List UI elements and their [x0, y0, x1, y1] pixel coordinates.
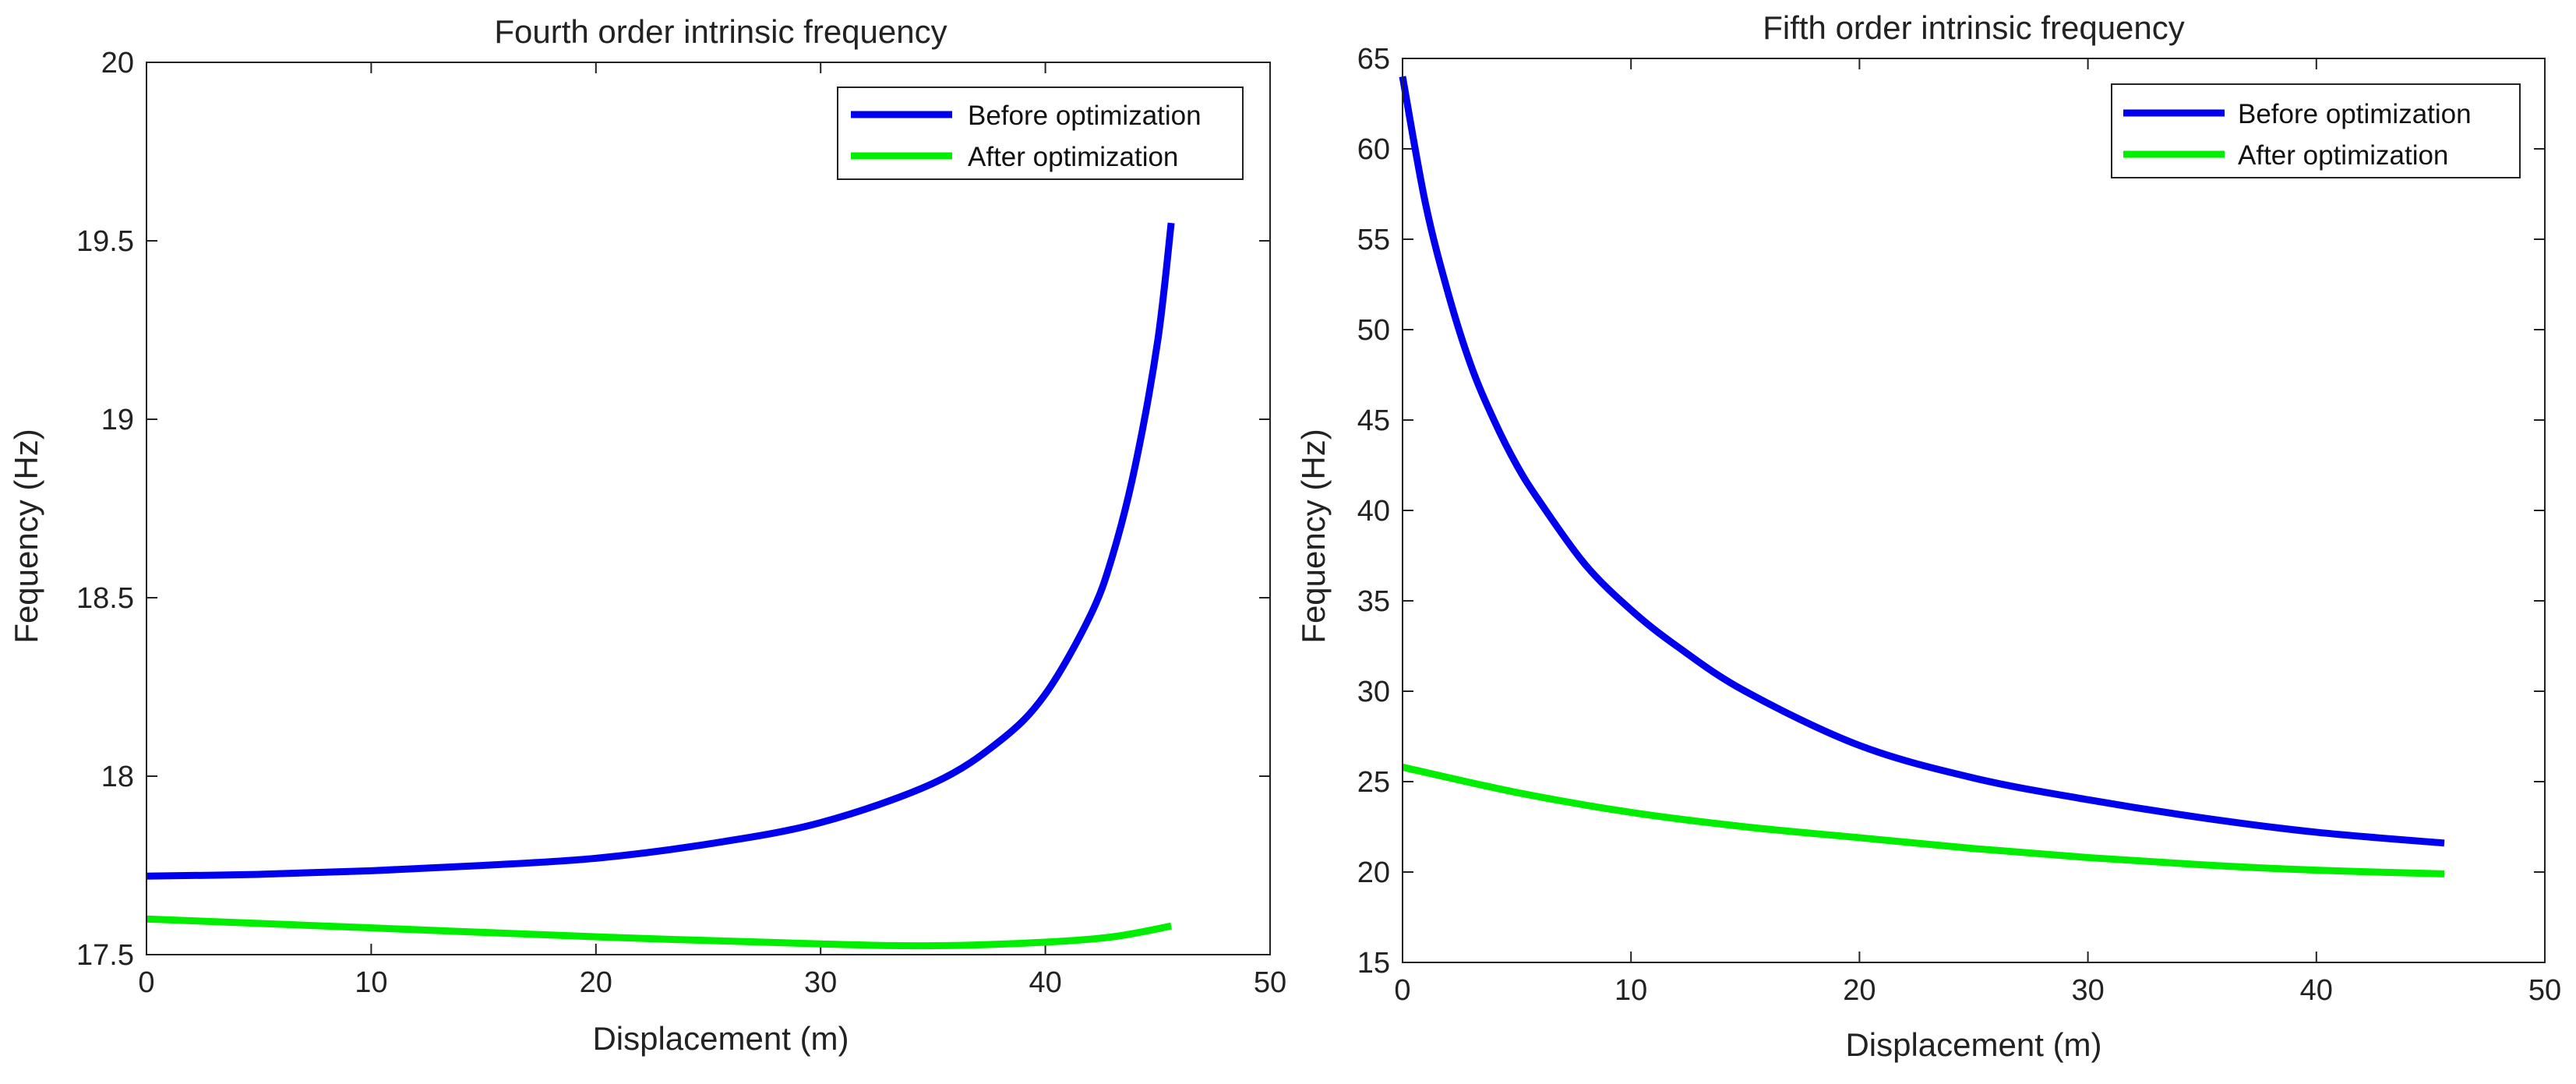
- chart-title: Fourth order intrinsic frequency: [494, 13, 947, 50]
- y-tick-label: 30: [1357, 676, 1390, 708]
- chart-fifth-order: Fifth order intrinsic frequency Displace…: [1295, 9, 2561, 1063]
- chart-title: Fifth order intrinsic frequency: [1763, 9, 2185, 46]
- y-tick-label: 19: [101, 404, 134, 436]
- x-axis-label: Displacement (m): [592, 1020, 849, 1057]
- series-line-after: [1402, 764, 2445, 877]
- legend: Before optimization After optimization: [837, 87, 1244, 180]
- y-tick-label: 20: [1357, 856, 1390, 889]
- y-tick-label: 40: [1357, 495, 1390, 528]
- series-layer: [146, 222, 1175, 950]
- y-tick-label: 25: [1357, 766, 1390, 799]
- tick-layer: 0 10 20 30 40 50 17.5 18 18.5 19 19.5 20: [76, 47, 1286, 999]
- x-tick-label: 50: [1254, 966, 1286, 999]
- x-tick-label: 30: [2071, 974, 2104, 1007]
- x-tick-label: 40: [2300, 974, 2333, 1007]
- y-tick-label: 55: [1357, 224, 1390, 256]
- plot-frame: [1402, 58, 2546, 963]
- y-tick-label: 60: [1357, 133, 1390, 166]
- x-tick-label: 20: [1843, 974, 1876, 1007]
- x-tick-label: 10: [1614, 974, 1647, 1007]
- tick-layer: 0 10 20 30 40 50 15 20 25 30 35 40 45 50 55 60 65: [1357, 43, 2561, 1007]
- y-tick-label: 20: [101, 47, 134, 79]
- y-tick-label: 19.5: [76, 225, 134, 258]
- x-tick-label: 40: [1029, 966, 1061, 999]
- legend: Before optimization After optimization: [2111, 83, 2521, 178]
- x-tick-label: 50: [2528, 974, 2561, 1007]
- y-tick-label: 18: [101, 761, 134, 793]
- y-tick-label: 35: [1357, 585, 1390, 618]
- y-tick-label: 15: [1357, 947, 1390, 980]
- y-tick-label: 50: [1357, 314, 1390, 347]
- y-tick-label: 18.5: [76, 582, 134, 615]
- legend-label-before: Before optimization: [2238, 99, 2472, 129]
- x-tick-label: 10: [355, 966, 387, 999]
- series-line-before: [1399, 76, 2445, 847]
- legend-label-before: Before optimization: [968, 101, 1202, 131]
- x-tick-label: 20: [580, 966, 612, 999]
- plot-frame: [146, 62, 1271, 955]
- legend-box: [2111, 83, 2521, 178]
- y-tick-label: 45: [1357, 404, 1390, 437]
- legend-label-after: After optimization: [2238, 140, 2448, 171]
- y-axis-label: Fequency (Hz): [1295, 429, 1332, 643]
- x-tick-label: 0: [138, 966, 154, 999]
- chart-fourth-order: Fourth order intrinsic frequency Displac…: [8, 13, 1286, 1057]
- legend-label-after: After optimization: [968, 142, 1178, 172]
- x-axis-label: Displacement (m): [1845, 1026, 2101, 1063]
- x-tick-label: 0: [1394, 974, 1410, 1007]
- x-tick-label: 30: [804, 966, 837, 999]
- legend-box: [837, 87, 1244, 180]
- y-tick-label: 17.5: [76, 939, 134, 972]
- series-line-after: [146, 915, 1172, 950]
- series-layer: [1399, 76, 2445, 877]
- y-tick-label: 65: [1357, 43, 1390, 76]
- series-line-before: [146, 222, 1175, 880]
- y-axis-label: Fequency (Hz): [8, 429, 44, 643]
